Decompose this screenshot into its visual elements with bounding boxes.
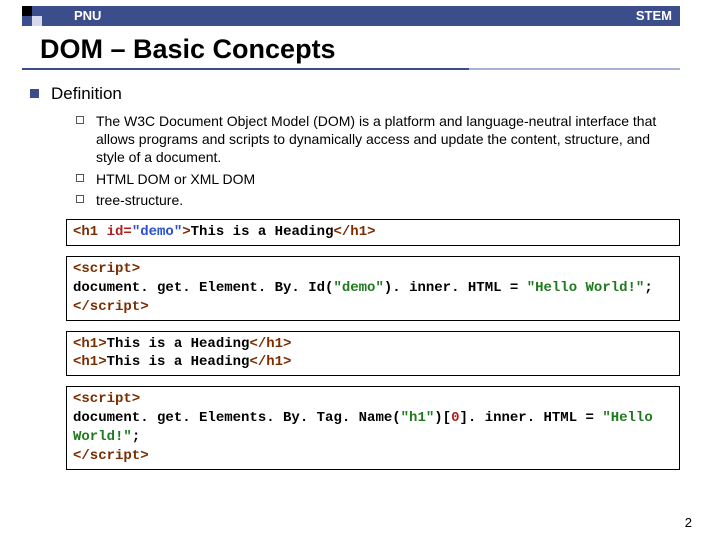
list-item: HTML DOM or XML DOM (76, 170, 680, 188)
title-underline (22, 68, 680, 70)
square-bullet-icon (30, 89, 39, 98)
definition-list: The W3C Document Object Model (DOM) is a… (76, 112, 680, 209)
code-token: <h1 (73, 224, 107, 240)
header-left-label: PNU (74, 6, 101, 26)
code-token: <h1> (73, 336, 107, 352)
code-token: ]. inner. HTML = (459, 410, 602, 426)
code-token: This is a Heading (107, 336, 250, 352)
section-label: Definition (51, 84, 122, 104)
list-item: The W3C Document Object Model (DOM) is a… (76, 112, 680, 167)
logo-block-4 (32, 16, 42, 26)
logo-block-1 (22, 6, 32, 16)
page-title: DOM – Basic Concepts (40, 34, 336, 65)
code-token: document. get. Element. By. Id( (73, 280, 333, 296)
code-token: This is a Heading (191, 224, 334, 240)
code-token: </script> (73, 448, 149, 464)
code-token: </h1> (249, 336, 291, 352)
code-token: </script> (73, 299, 149, 315)
code-token: "Hello World!" (527, 280, 645, 296)
code-token: ). inner. HTML = (384, 280, 527, 296)
list-item-text: HTML DOM or XML DOM (96, 170, 255, 188)
code-box-1: <h1 id="demo">This is a Heading</h1> (66, 219, 680, 246)
code-box-2: <script> document. get. Element. By. Id(… (66, 256, 680, 321)
code-token: <script> (73, 261, 140, 277)
code-token: ; (644, 280, 652, 296)
code-token: </h1> (249, 354, 291, 370)
content-area: Definition The W3C Document Object Model… (30, 84, 680, 470)
code-token: </h1> (333, 224, 375, 240)
list-item-text: The W3C Document Object Model (DOM) is a… (96, 112, 680, 167)
logo-block-3 (22, 16, 32, 26)
code-token: "h1" (401, 410, 435, 426)
page-number: 2 (685, 515, 692, 530)
code-token: "demo" (132, 224, 182, 240)
logo-block-2 (32, 6, 42, 16)
section-row: Definition (30, 84, 680, 104)
list-item-text: tree-structure. (96, 191, 183, 209)
code-token: > (182, 224, 190, 240)
list-item: tree-structure. (76, 191, 680, 209)
slide: PNU STEM DOM – Basic Concepts Definition… (0, 0, 720, 540)
header-bar: PNU STEM (22, 6, 680, 26)
hollow-box-icon (76, 174, 84, 182)
code-box-4: <script> document. get. Elements. By. Ta… (66, 386, 680, 470)
header-right-label: STEM (636, 6, 672, 26)
code-token: <h1> (73, 354, 107, 370)
code-token: document. get. Elements. By. Tag. Name( (73, 410, 401, 426)
code-token: "demo" (333, 280, 383, 296)
hollow-box-icon (76, 116, 84, 124)
code-token: id= (107, 224, 132, 240)
code-token: )[ (434, 410, 451, 426)
code-token: <script> (73, 391, 140, 407)
code-token: This is a Heading (107, 354, 250, 370)
code-token: ; (132, 429, 140, 445)
code-box-3: <h1>This is a Heading</h1> <h1>This is a… (66, 331, 680, 377)
hollow-box-icon (76, 195, 84, 203)
